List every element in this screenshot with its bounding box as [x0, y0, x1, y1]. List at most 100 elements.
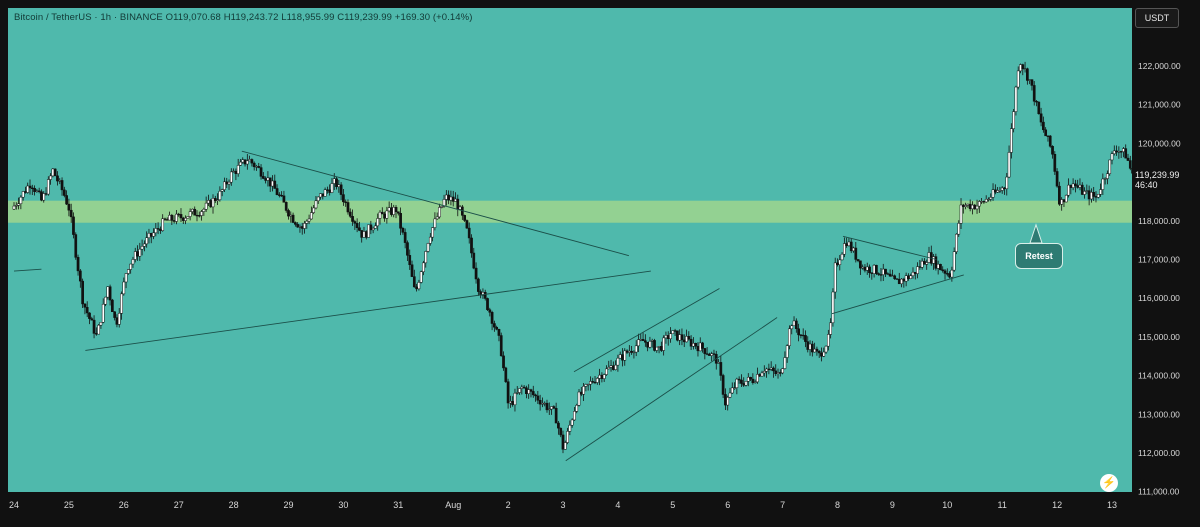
time-axis[interactable]: [8, 492, 1132, 519]
date-tick-label: 31: [393, 500, 403, 510]
candle-body: [783, 357, 787, 369]
candle-body: [412, 276, 416, 288]
candle-body: [941, 269, 945, 272]
candle-body: [785, 345, 789, 358]
candle-body: [595, 378, 599, 383]
candle-body: [229, 171, 233, 183]
candle-body: [113, 311, 117, 318]
candle-body: [303, 223, 306, 229]
trendline: [573, 288, 720, 373]
candle-body: [1044, 129, 1048, 137]
retest-annotation[interactable]: Retest: [1015, 243, 1063, 269]
candle-body: [801, 334, 805, 337]
currency-button[interactable]: USDT: [1135, 8, 1179, 28]
candle-body: [886, 273, 890, 275]
candle-body: [266, 177, 270, 181]
candle-body: [348, 211, 352, 217]
date-tick-label: 11: [998, 500, 1007, 510]
candle-body: [95, 333, 98, 335]
date-tick-label: 27: [174, 500, 184, 510]
candle-body: [1037, 101, 1041, 115]
candle-body: [1085, 190, 1089, 192]
candle-body: [1053, 154, 1057, 172]
candle-body: [486, 298, 489, 310]
candle-body: [852, 247, 855, 252]
candle-body: [817, 351, 821, 354]
candle-body: [586, 383, 590, 386]
candle-body: [573, 411, 576, 421]
candle-body: [17, 203, 20, 206]
candle-body: [730, 387, 734, 394]
retest-pointer: [1029, 223, 1043, 244]
ohlc-open: O119,070.68: [165, 12, 221, 23]
price-axis[interactable]: [1132, 8, 1192, 492]
candle-body: [127, 269, 130, 274]
candle-body: [678, 334, 682, 341]
candle-body: [488, 309, 492, 313]
candle-body: [451, 196, 455, 202]
candle-body: [410, 264, 414, 277]
candle-body: [598, 374, 601, 379]
candle-body: [353, 221, 357, 224]
candle-body: [813, 348, 816, 353]
candle-body: [140, 246, 144, 250]
candle-body: [996, 190, 999, 193]
candle-body: [202, 209, 206, 212]
candle-body: [909, 275, 913, 279]
candle-body: [618, 354, 622, 359]
candle-body: [836, 262, 839, 265]
candle-body: [522, 386, 526, 389]
lightning-icon[interactable]: ⚡: [1100, 474, 1118, 492]
candle-body: [220, 189, 224, 192]
candle-body: [344, 201, 348, 203]
candle-body: [145, 237, 149, 245]
candle-body: [188, 211, 192, 217]
candle-body: [90, 318, 94, 321]
candle-body: [1087, 190, 1091, 200]
candle-body: [918, 266, 922, 268]
candle-body: [477, 278, 480, 292]
candle-body: [673, 330, 677, 332]
candle-body: [511, 401, 515, 406]
candle-body: [616, 357, 620, 366]
candle-body: [62, 189, 66, 196]
candle-body: [177, 213, 181, 216]
candle-body: [776, 372, 780, 375]
candle-body: [554, 407, 558, 424]
candle-body: [120, 293, 123, 314]
candle-body: [204, 202, 208, 210]
candle-body: [422, 262, 425, 273]
candle-body: [78, 270, 82, 282]
candle-body: [680, 334, 684, 341]
candle-body: [936, 263, 940, 269]
candle-body: [513, 392, 517, 406]
candle-body: [950, 269, 954, 278]
candle-body: [504, 367, 508, 382]
candle-body: [14, 205, 18, 207]
candle-body: [669, 333, 672, 339]
candle-body: [614, 364, 617, 370]
candle-body: [859, 260, 862, 269]
candle-body: [1062, 199, 1066, 203]
candle-body: [152, 232, 155, 237]
candle-body: [1005, 176, 1009, 190]
candle-body: [660, 346, 663, 351]
candle-body: [728, 392, 732, 398]
candle-body: [632, 351, 636, 354]
candle-body: [810, 343, 814, 353]
candle-body: [30, 187, 34, 189]
candle-body: [765, 368, 768, 372]
candle-body: [442, 199, 446, 207]
candle-body: [570, 419, 574, 426]
candle-body: [993, 189, 997, 193]
candle-body: [406, 242, 409, 256]
candle-body: [1126, 157, 1130, 161]
candle-body: [701, 342, 704, 349]
chart-plot-area[interactable]: [8, 8, 1132, 492]
candle-body: [888, 273, 892, 277]
candle-body: [1110, 153, 1114, 161]
candle-body: [884, 268, 887, 274]
candle-body: [902, 278, 906, 282]
candle-body: [664, 335, 668, 339]
candle-body: [879, 274, 883, 276]
